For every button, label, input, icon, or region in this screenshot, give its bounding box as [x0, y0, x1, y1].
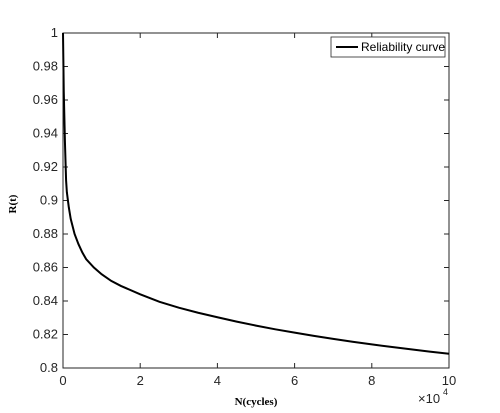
y-tick-label: 0.84 [33, 293, 58, 308]
y-axis-ticks: 0.8 0.82 0.84 0.86 0.88 0.9 0.92 0.94 0.96 0.98 1 [33, 25, 449, 375]
y-tick-label: 0.86 [33, 260, 58, 275]
x-tick-label: 4 [214, 373, 221, 388]
legend: Reliability curve [330, 36, 446, 58]
y-tick-label: 0.88 [33, 226, 58, 241]
legend-label: Reliability curve [361, 40, 445, 54]
x-tick-label: 2 [137, 373, 144, 388]
x-tick-label: 0 [59, 373, 66, 388]
x-axis-title: N(cycles) [235, 396, 278, 408]
x-axis-exponent: ×10 4 [418, 387, 448, 406]
x-tick-label: 10 [442, 373, 456, 388]
y-tick-label: 1 [51, 25, 58, 40]
y-tick-label: 0.82 [33, 327, 58, 342]
plot-area [62, 32, 450, 369]
y-axis-title: R(t) [7, 194, 19, 213]
y-tick-label: 0.9 [40, 193, 58, 208]
y-tick-label: 0.96 [33, 92, 58, 107]
reliability-curve-line [62, 32, 450, 355]
x-tick-label: 8 [368, 373, 375, 388]
y-tick-label: 0.92 [33, 159, 58, 174]
x-exponent-base: ×10 [418, 391, 440, 406]
x-exponent-power: 4 [443, 387, 448, 397]
legend-box [330, 36, 446, 58]
y-tick-label: 0.8 [40, 360, 58, 375]
y-tick-label: 0.98 [33, 59, 58, 74]
x-tick-label: 6 [291, 373, 298, 388]
x-axis-ticks: 0 2 4 6 8 10 [59, 33, 456, 388]
y-tick-label: 0.94 [33, 126, 58, 141]
